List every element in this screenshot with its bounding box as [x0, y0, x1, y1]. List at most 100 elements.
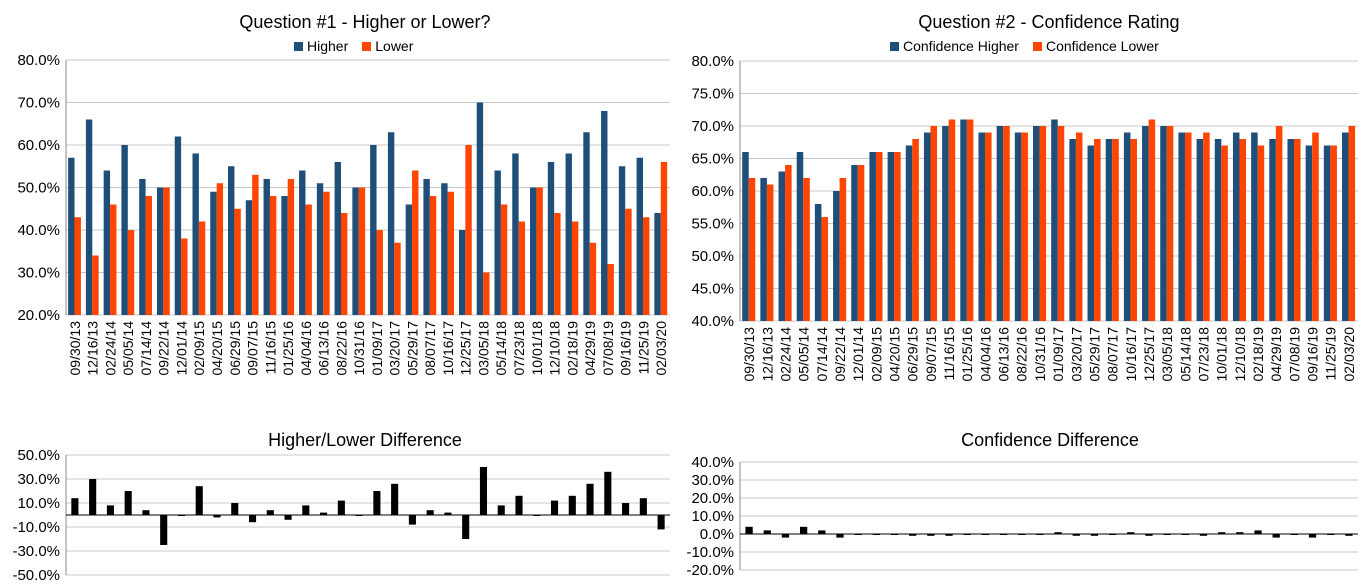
q1-bar-lower — [234, 208, 241, 315]
q2-bar-confidence-lower — [766, 184, 774, 321]
legend-conf-lower-swatch — [1032, 41, 1042, 51]
q1-bar-lower — [287, 179, 295, 315]
q2-bar-confidence-higher — [1178, 132, 1185, 321]
q2-bar-confidence-higher — [1196, 139, 1204, 321]
q1-bar-lower — [163, 187, 170, 315]
q2-bar-confidence-lower — [912, 139, 919, 321]
q1-bar-higher — [228, 166, 235, 315]
q2-bar-confidence-lower — [1039, 126, 1047, 321]
q1-xtick-label: 12/01/14 — [173, 321, 189, 376]
q2-bar-confidence-higher — [978, 132, 986, 321]
q2-xtick-label: 03/20/17 — [1068, 327, 1084, 382]
d1-bar — [604, 471, 612, 515]
q1-xtick-label: 09/22/14 — [156, 321, 172, 376]
d2-ytick-label: -20.0% — [686, 562, 734, 579]
q1-title: Question #1 - Higher or Lower? — [239, 12, 491, 32]
q2-bar-confidence-higher — [833, 191, 840, 321]
d1-bar — [622, 503, 630, 515]
d2-ytick-label: 30.0% — [691, 472, 734, 489]
q2-bar-confidence-lower — [1112, 139, 1119, 321]
q1-bar-lower — [554, 213, 561, 315]
q2-bar-confidence-lower — [748, 178, 756, 321]
q2-bar-confidence-higher — [778, 171, 786, 321]
q2-xtick-label: 12/01/14 — [850, 327, 866, 382]
q2-bar-confidence-higher — [923, 132, 931, 321]
q1-ytick-label: 30.0% — [17, 265, 60, 282]
q2-bar-confidence-lower — [1003, 126, 1010, 321]
q2-bar-confidence-higher — [1269, 139, 1276, 321]
d2-bar — [1345, 534, 1353, 536]
q2-bar-confidence-lower — [839, 178, 847, 321]
d1-bar — [195, 486, 203, 515]
q1-bar-lower — [376, 230, 383, 315]
d2-bar — [1036, 534, 1044, 535]
q2-bar-confidence-higher — [1142, 126, 1149, 321]
d2-ytick-label: 20.0% — [691, 490, 734, 507]
q2-bar-confidence-lower — [1057, 126, 1065, 321]
q2-bar-confidence-higher — [760, 178, 767, 321]
q2-xtick-label: 09/22/14 — [832, 327, 848, 382]
q1-bar-lower — [198, 221, 206, 315]
d1-bar — [408, 515, 416, 525]
q2-bar-confidence-lower — [966, 119, 974, 321]
q2-ytick-label: 50.0% — [691, 248, 734, 265]
d1-bar — [337, 500, 345, 515]
d2-bar — [799, 526, 808, 534]
q1-bar-higher — [192, 153, 199, 315]
q1-bar-higher — [476, 102, 484, 315]
q2-bar-confidence-lower — [1130, 139, 1137, 321]
q1-bar-lower — [127, 230, 135, 315]
q2-xtick-label: 10/01/18 — [1214, 327, 1230, 382]
q1-bar-lower — [340, 213, 348, 315]
q1-xtick-label: 02/03/20 — [653, 321, 669, 376]
q2-bar-confidence-lower — [1239, 139, 1247, 321]
d2-bar — [818, 530, 826, 534]
q1-bar-lower — [323, 191, 330, 315]
q1-bar-higher — [121, 145, 128, 315]
q1-ytick-label: 20.0% — [17, 307, 60, 324]
q1-bar-higher — [494, 170, 501, 315]
q1-xtick-label: 11/25/19 — [635, 321, 651, 375]
q1-bar-higher — [103, 170, 111, 315]
q2-xtick-label: 08/07/17 — [1105, 327, 1121, 382]
d1-bar — [160, 515, 168, 545]
q2-bar-confidence-higher — [1232, 132, 1240, 321]
d2-bar — [1090, 534, 1099, 536]
d1-bar — [657, 515, 665, 530]
q1-bar-higher — [85, 119, 93, 315]
q2-bar-confidence-lower — [875, 152, 883, 321]
q1-xtick-label: 05/29/17 — [404, 321, 420, 376]
d2-bar — [1054, 532, 1062, 534]
d1-bar — [444, 512, 452, 515]
q1-bar-higher — [530, 187, 537, 315]
q1-bar-higher — [352, 187, 359, 315]
q2-xtick-label: 11/25/19 — [1323, 327, 1339, 381]
q2-xtick-label: 01/09/17 — [1050, 327, 1066, 382]
q2-bar-confidence-higher — [814, 204, 822, 321]
q2-xtick-label: 12/10/18 — [1232, 327, 1248, 382]
q2-xtick-label: 02/09/15 — [868, 327, 884, 382]
q2-bar-confidence-lower — [1203, 132, 1210, 321]
q2-bar-confidence-lower — [1275, 126, 1283, 321]
q1-bar-higher — [387, 132, 395, 315]
q1-xtick-label: 11/16/15 — [262, 321, 278, 375]
q1-bar-higher — [210, 191, 217, 315]
q1-bar-lower — [500, 204, 508, 315]
q2-bar-confidence-higher — [869, 152, 876, 321]
q2-bar-confidence-higher — [1105, 139, 1113, 321]
d2-bar — [1163, 534, 1171, 535]
q2-ytick-label: 45.0% — [691, 281, 734, 298]
d2-bar — [1236, 532, 1244, 534]
q2-bar-confidence-higher — [942, 126, 949, 321]
q1-bar-lower — [536, 187, 543, 315]
q2-bar-confidence-higher — [887, 152, 895, 321]
d1-bar — [231, 503, 239, 515]
d1-bar — [302, 505, 310, 515]
q2-bar-confidence-lower — [1348, 126, 1356, 321]
d2-bar — [1018, 534, 1026, 535]
d1-bar — [568, 495, 576, 515]
q1-xtick-label: 02/09/15 — [191, 321, 207, 376]
d2-bar — [1108, 534, 1117, 535]
d2-ytick-label: 40.0% — [691, 454, 734, 471]
q2-bar-confidence-higher — [1342, 132, 1349, 321]
